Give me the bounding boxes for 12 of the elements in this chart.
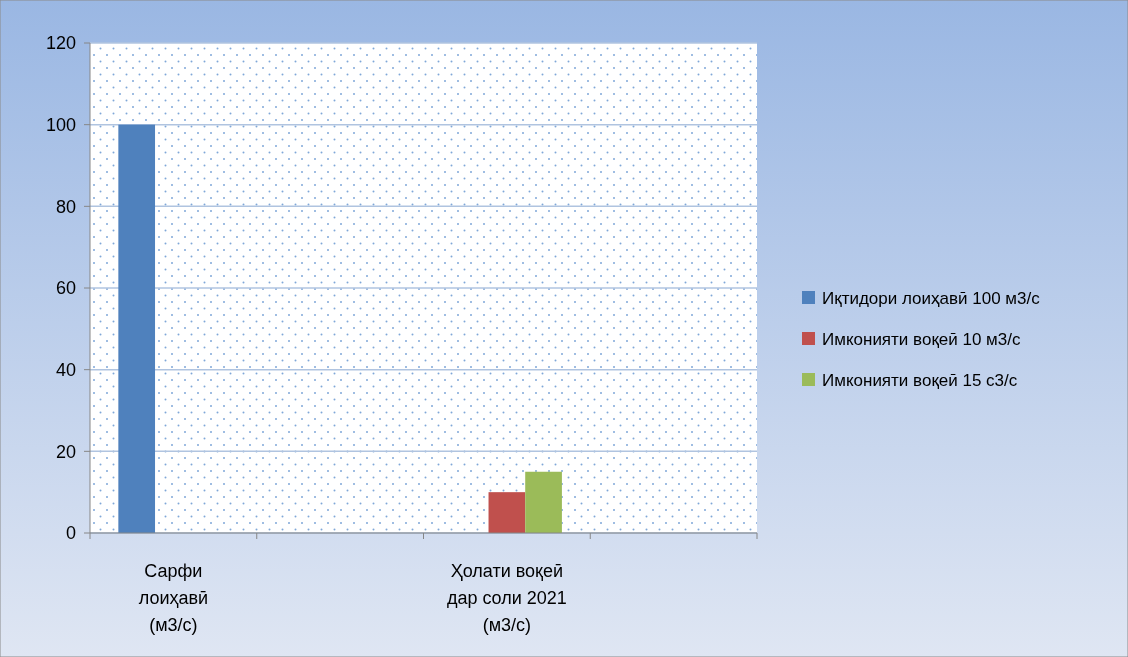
y-tick-label: 60 [55,278,76,299]
y-tick-label: 0 [65,523,76,544]
legend-label: Имконияти воқеӣ 10 м3/с [822,329,1021,349]
y-tick-label: 80 [55,196,76,217]
x-tick-label: Ҳолати воқеӣ дар соли 2021 (м3/с) [446,561,567,635]
x-tick-label: Сарфи лоиҳавӣ (м3/с) [138,561,209,635]
y-tick-label: 100 [45,114,76,135]
legend-label: Иқтидори лоиҳавӣ 100 м3/с [822,288,1041,308]
y-tick-label: 20 [55,441,76,462]
y-tick-label: 40 [55,359,76,380]
legend-label: Имконияти воқеӣ 15 с3/с [822,370,1018,390]
y-tick-label: 120 [45,33,76,54]
